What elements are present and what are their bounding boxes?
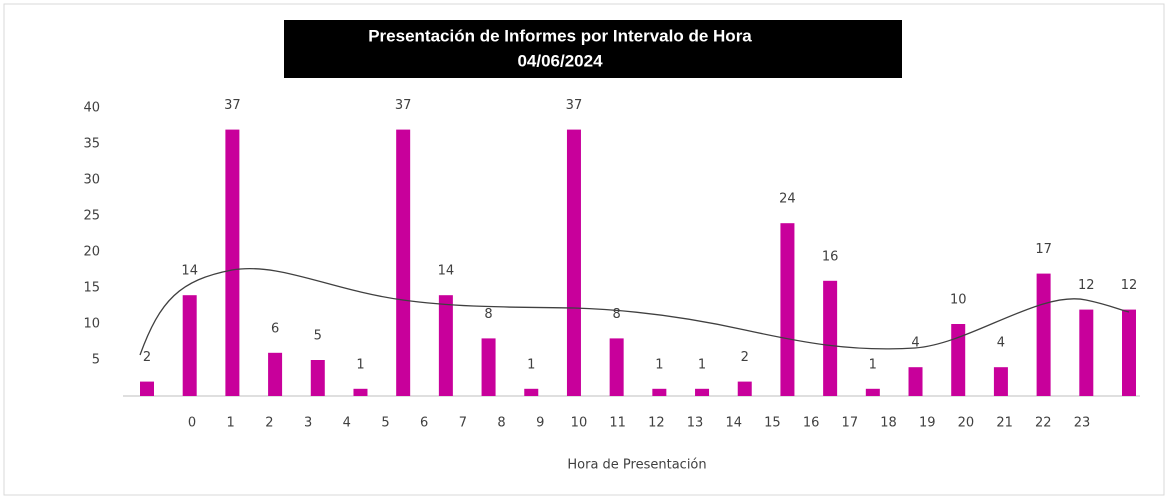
x-tick-label: 14 — [725, 416, 742, 431]
data-label: 1 — [527, 357, 535, 372]
data-label: 5 — [314, 329, 322, 344]
bar — [225, 129, 240, 396]
x-tick-label: 17 — [842, 416, 859, 431]
data-label: 8 — [613, 307, 621, 322]
x-tick-label: 21 — [996, 416, 1013, 431]
x-tick-label: 20 — [958, 416, 975, 431]
data-label: 1 — [869, 357, 877, 372]
y-tick-label: 40 — [83, 101, 100, 116]
x-tick-label: 4 — [343, 416, 351, 431]
data-label: 12 — [1121, 278, 1138, 293]
chart-border — [3, 3, 1165, 496]
bar — [353, 388, 368, 396]
bar — [1079, 309, 1094, 396]
bar — [524, 388, 539, 396]
y-tick-label: 35 — [83, 137, 100, 152]
bar — [695, 388, 710, 396]
x-tick-label: 8 — [497, 416, 505, 431]
bar — [566, 129, 581, 396]
y-tick-label: 5 — [92, 353, 100, 368]
x-tick-label: 0 — [188, 416, 196, 431]
bar — [951, 324, 966, 396]
bar — [609, 338, 624, 396]
bar — [993, 367, 1008, 396]
bar — [652, 388, 667, 396]
data-label: 24 — [779, 192, 796, 207]
bar — [1036, 273, 1051, 396]
x-tick-label: 23 — [1074, 416, 1091, 431]
x-tick-label: 9 — [536, 416, 544, 431]
data-label: 37 — [395, 98, 412, 113]
data-label: 4 — [997, 336, 1005, 351]
x-tick-label: 11 — [609, 416, 626, 431]
bar — [1122, 309, 1136, 396]
x-tick-label: 2 — [265, 416, 273, 431]
bar — [780, 223, 795, 396]
data-label: 14 — [181, 264, 198, 279]
x-tick-label: 19 — [919, 416, 936, 431]
data-label: 2 — [143, 350, 151, 365]
data-label: 6 — [271, 321, 279, 336]
bar — [182, 295, 197, 396]
x-tick-label: 10 — [571, 416, 588, 431]
y-tick-label: 20 — [83, 245, 100, 260]
x-tick-label: 13 — [687, 416, 704, 431]
x-tick-label: 6 — [420, 416, 428, 431]
x-tick-label: 12 — [648, 416, 665, 431]
bar — [268, 352, 283, 396]
x-tick-label: 3 — [304, 416, 312, 431]
x-tick-label: 5 — [381, 416, 389, 431]
data-label: 37 — [566, 98, 583, 113]
x-axis-label: Hora de Presentación — [567, 458, 706, 473]
data-label: 17 — [1035, 242, 1052, 257]
data-label: 2 — [741, 350, 749, 365]
data-label: 4 — [911, 336, 919, 351]
x-tick-label: 7 — [459, 416, 467, 431]
data-label: 8 — [484, 307, 492, 322]
x-tick-label: 15 — [764, 416, 781, 431]
x-tick-label: 1 — [227, 416, 235, 431]
trend-line — [139, 267, 1130, 356]
data-label: 1 — [698, 357, 706, 372]
x-tick-label: 16 — [803, 416, 820, 431]
y-tick-label: 25 — [83, 209, 100, 224]
bar — [481, 338, 496, 396]
bar — [908, 367, 923, 396]
bar — [865, 388, 880, 396]
bar — [823, 280, 838, 396]
data-label: 14 — [438, 264, 455, 279]
chart-title: Presentación de Informes por Intervalo d… — [368, 26, 752, 45]
data-label: 10 — [950, 293, 967, 308]
bar — [310, 360, 325, 396]
y-tick-label: 15 — [83, 281, 100, 296]
data-label: 1 — [356, 357, 364, 372]
chart-subtitle: 04/06/2024 — [517, 51, 603, 70]
data-label: 1 — [655, 357, 663, 372]
y-tick-label: 30 — [83, 173, 100, 188]
bar — [438, 295, 453, 396]
data-label: 16 — [822, 249, 839, 264]
bar — [396, 129, 411, 396]
data-label: 37 — [224, 98, 241, 113]
bar — [737, 381, 752, 396]
data-label: 12 — [1078, 278, 1095, 293]
title-box — [284, 20, 902, 78]
y-tick-label: 10 — [83, 317, 100, 332]
x-tick-label: 22 — [1035, 416, 1052, 431]
x-tick-label: 18 — [880, 416, 897, 431]
bar — [140, 381, 154, 396]
